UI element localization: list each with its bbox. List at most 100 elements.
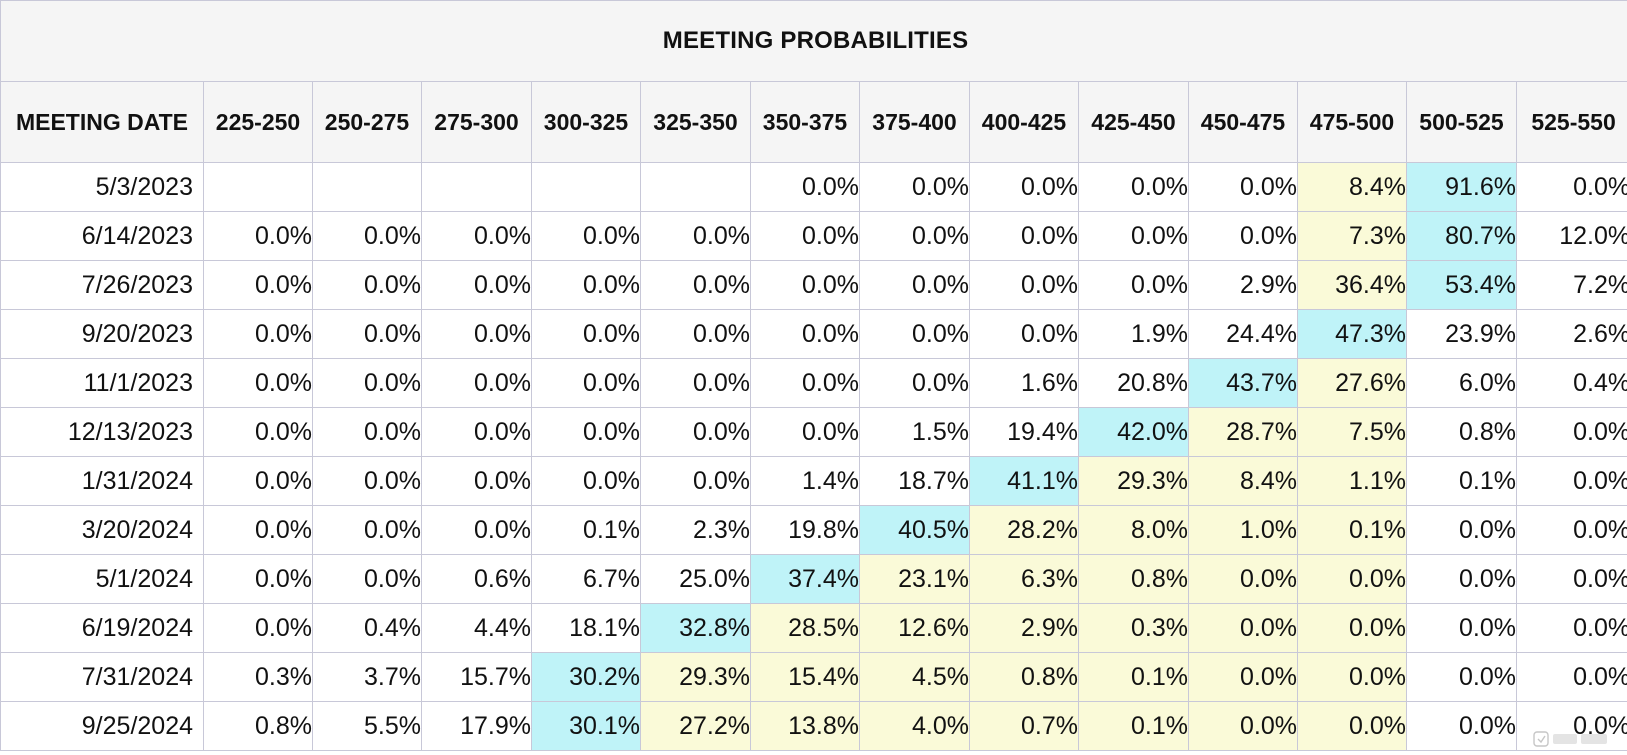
probability-cell: 0.0% [1515, 162, 1627, 212]
table-row: 7/31/2024 0.3% 3.7% 15.7% 30.2% 29.3% 15.4% 4.5… [0, 652, 1627, 702]
probability-cell: 0.0% [969, 260, 1079, 310]
probability-cell: 0.0% [1188, 701, 1298, 751]
probability-cell: 2.6% [1515, 309, 1627, 359]
probability-cell: 7.5% [1297, 407, 1407, 457]
probability-cell: 0.0% [1406, 554, 1517, 604]
probability-cell: 0.0% [1406, 505, 1517, 555]
probability-cell: 7.3% [1297, 211, 1407, 261]
probability-cell: 80.7% [1406, 211, 1517, 261]
probability-cell: 27.2% [640, 701, 751, 751]
probability-cell: 0.0% [1297, 554, 1407, 604]
probability-cell: 0.0% [750, 260, 860, 310]
probability-cell: 0.0% [969, 211, 1079, 261]
meeting-date-cell: 7/26/2023 [0, 260, 204, 310]
probability-cell: 0.0% [1188, 603, 1298, 653]
probability-cell: 40.5% [859, 505, 970, 555]
probability-cell: 0.8% [1406, 407, 1517, 457]
probability-cell: 4.0% [859, 701, 970, 751]
column-header: 250-275 [312, 81, 422, 163]
probability-cell: 8.4% [1297, 162, 1407, 212]
probability-cell: 0.1% [1406, 456, 1517, 506]
probability-cell: 0.0% [1515, 603, 1627, 653]
probability-cell: 0.0% [1515, 505, 1627, 555]
probability-cell: 4.5% [859, 652, 970, 702]
probability-cell: 0.4% [1515, 358, 1627, 408]
probability-cell: 1.6% [969, 358, 1079, 408]
probability-cell: 1.9% [1078, 309, 1189, 359]
probability-cell: 23.1% [859, 554, 970, 604]
meeting-date-header: MEETING DATE [0, 81, 204, 163]
probability-cell: 6.0% [1406, 358, 1517, 408]
column-header: 450-475 [1188, 81, 1298, 163]
probability-cell: 37.4% [750, 554, 860, 604]
probability-cell: 17.9% [421, 701, 532, 751]
table-row: 6/14/2023 0.0% 0.0% 0.0% 0.0% 0.0% 0.0% 0.0% 0.0… [0, 211, 1627, 261]
meeting-date-cell: 3/20/2024 [0, 505, 204, 555]
column-header: 525-550 [1515, 81, 1627, 163]
probability-cell: 23.9% [1406, 309, 1517, 359]
table-row: 9/20/2023 0.0% 0.0% 0.0% 0.0% 0.0% 0.0% 0.0% 0.0… [0, 309, 1627, 359]
probability-cell [421, 162, 532, 212]
probability-cell: 12.6% [859, 603, 970, 653]
probability-cell: 0.0% [421, 456, 532, 506]
probability-cell: 0.0% [421, 309, 532, 359]
probability-cell: 0.0% [640, 407, 751, 457]
probability-cell: 0.0% [1515, 407, 1627, 457]
probability-cell: 0.0% [1297, 652, 1407, 702]
probability-cell: 0.0% [312, 211, 422, 261]
probability-cell: 27.6% [1297, 358, 1407, 408]
title-row: MEETING PROBABILITIES [0, 0, 1627, 82]
probability-cell: 0.4% [312, 603, 422, 653]
probability-cell: 8.4% [1188, 456, 1298, 506]
table-row: 11/1/2023 0.0% 0.0% 0.0% 0.0% 0.0% 0.0% 0.0% 1.6… [0, 358, 1627, 408]
probability-cell: 3.7% [312, 652, 422, 702]
meeting-date-cell: 11/1/2023 [0, 358, 204, 408]
probability-cell: 0.0% [312, 407, 422, 457]
probability-cell: 0.0% [531, 211, 641, 261]
probability-cell: 2.9% [969, 603, 1079, 653]
probability-cell: 0.0% [750, 407, 860, 457]
probability-cell: 0.0% [203, 260, 313, 310]
probability-cell: 6.3% [969, 554, 1079, 604]
probability-cell: 0.0% [1188, 162, 1298, 212]
probability-cell: 20.8% [1078, 358, 1189, 408]
probability-cell: 0.0% [203, 309, 313, 359]
probability-cell: 0.0% [531, 309, 641, 359]
column-header: 225-250 [203, 81, 313, 163]
probability-cell: 0.0% [203, 211, 313, 261]
probability-cell: 25.0% [640, 554, 751, 604]
meeting-date-cell: 7/31/2024 [0, 652, 204, 702]
table-row: 1/31/2024 0.0% 0.0% 0.0% 0.0% 0.0% 1.4% 18.7% 41… [0, 456, 1627, 506]
probability-cell: 0.0% [750, 309, 860, 359]
probability-cell: 18.1% [531, 603, 641, 653]
probability-cell: 19.8% [750, 505, 860, 555]
probability-cell: 0.0% [531, 358, 641, 408]
probability-cell: 0.0% [421, 407, 532, 457]
probability-cell: 0.0% [640, 456, 751, 506]
probability-cell: 0.0% [859, 211, 970, 261]
table-row: 12/13/2023 0.0% 0.0% 0.0% 0.0% 0.0% 0.0% 1.5% 19… [0, 407, 1627, 457]
probability-cell: 13.8% [750, 701, 860, 751]
table-row: 9/25/2024 0.8% 5.5% 17.9% 30.1% 27.2% 13.8% 4.0… [0, 701, 1627, 751]
probability-cell: 0.0% [969, 162, 1079, 212]
probability-cell: 0.0% [312, 358, 422, 408]
probability-cell: 0.8% [203, 701, 313, 751]
probability-cell: 19.4% [969, 407, 1079, 457]
probability-cell: 0.0% [312, 505, 422, 555]
probability-cell: 0.1% [1078, 652, 1189, 702]
probability-cell: 0.1% [1078, 701, 1189, 751]
meeting-date-cell: 1/31/2024 [0, 456, 204, 506]
probability-cell: 30.2% [531, 652, 641, 702]
probability-cell: 6.7% [531, 554, 641, 604]
probability-cell: 0.0% [1188, 652, 1298, 702]
table-row: 3/20/2024 0.0% 0.0% 0.0% 0.1% 2.3% 19.8% 40.5% 2… [0, 505, 1627, 555]
probability-cell: 15.7% [421, 652, 532, 702]
probability-cell: 0.0% [640, 260, 751, 310]
probability-cell: 8.0% [1078, 505, 1189, 555]
probability-cell: 28.7% [1188, 407, 1298, 457]
probability-cell: 0.3% [1078, 603, 1189, 653]
probability-cell: 0.0% [640, 211, 751, 261]
probability-cell: 0.6% [421, 554, 532, 604]
probability-cell: 28.5% [750, 603, 860, 653]
